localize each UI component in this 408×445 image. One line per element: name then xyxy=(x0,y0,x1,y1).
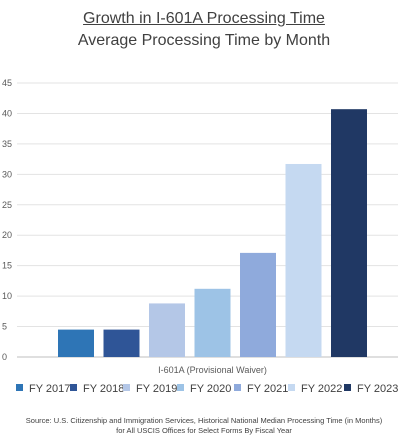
legend-item: FY 2020 xyxy=(177,383,231,397)
legend-label: FY 2023 xyxy=(357,383,399,395)
y-tick-label: 40 xyxy=(2,108,12,118)
y-tick-label: 35 xyxy=(2,139,12,149)
legend-item: FY 2017 xyxy=(16,383,70,397)
legend-swatch xyxy=(70,384,77,391)
bar-chart: 0 5 10 15 20 25 30 35 40 45 I-601A (Provisional W… xyxy=(2,78,398,375)
legend-swatch xyxy=(177,384,184,391)
y-tick-label: 25 xyxy=(2,200,12,210)
bar-fy-2020 xyxy=(194,288,231,357)
y-tick-label: 30 xyxy=(2,169,12,179)
chart-title: Growth in I-601A Processing Time xyxy=(83,10,325,27)
source-note: Source: U.S. Citizenship and Immigration… xyxy=(0,416,408,436)
source-line-1: Source: U.S. Citizenship and Immigration… xyxy=(25,416,383,425)
bar-fy-2022 xyxy=(285,163,322,357)
legend-label: FY 2019 xyxy=(136,383,178,395)
bar-fy-2017 xyxy=(58,329,94,357)
x-axis-category-label: I-601A (Provisional Waiver) xyxy=(158,365,267,375)
legend-item: FY 2019 xyxy=(123,383,177,397)
y-tick-label: 20 xyxy=(2,230,12,240)
y-tick-label: 0 xyxy=(2,352,7,362)
bar-fy-2021 xyxy=(240,252,276,357)
bar-fy-2023 xyxy=(331,109,367,357)
legend-swatch xyxy=(16,384,23,391)
legend-label: FY 2021 xyxy=(247,383,289,395)
y-tick-label: 5 xyxy=(2,322,7,332)
y-tick-label: 15 xyxy=(2,261,12,271)
y-axis-ticks: 0 5 10 15 20 25 30 35 40 45 xyxy=(2,78,12,362)
legend-item: FY 2022 xyxy=(288,383,342,397)
legend-label: FY 2017 xyxy=(29,383,71,395)
source-line-2: for All USCIS Offices for Select Forms B… xyxy=(116,426,292,435)
legend-label: FY 2020 xyxy=(190,383,232,395)
legend: FY 2017 FY 2018 FY 2019 FY 2020 FY 2021 FY 20… xyxy=(16,383,408,399)
y-tick-label: 45 xyxy=(2,78,12,88)
legend-item: FY 2021 xyxy=(234,383,288,397)
bar-fy-2019 xyxy=(149,303,185,357)
legend-item: FY 2023 xyxy=(344,383,398,397)
legend-label: FY 2018 xyxy=(83,383,125,395)
legend-swatch xyxy=(344,384,351,391)
chart-subtitle: Average Processing Time by Month xyxy=(77,32,331,49)
bar-fy-2018 xyxy=(103,329,140,357)
legend-item: FY 2018 xyxy=(70,383,124,397)
y-tick-label: 10 xyxy=(2,291,12,301)
bars xyxy=(58,109,367,357)
legend-swatch xyxy=(288,384,295,391)
legend-swatch xyxy=(234,384,241,391)
legend-label: FY 2022 xyxy=(301,383,343,395)
legend-swatch xyxy=(123,384,130,391)
